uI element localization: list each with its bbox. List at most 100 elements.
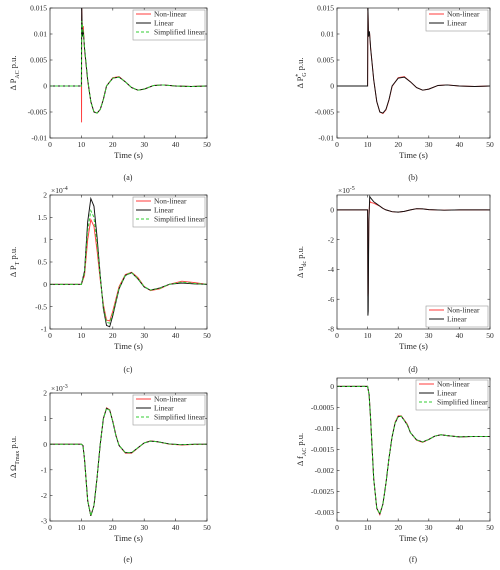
legend-entry-linear: Linear (447, 19, 467, 28)
x-tick-label: 30 (140, 140, 148, 149)
series-line-simplified (50, 208, 207, 324)
x-tick-label: 40 (456, 331, 464, 340)
x-tick-label: 30 (425, 140, 433, 149)
y-tick-label: -2 (41, 491, 47, 500)
chart-panel-e: 0 10 20 30 40 50 -3 -2 -1 0 1 2 ×10-3 Time (s) Δ ΩTmax… (8, 384, 211, 564)
y-tick-label: -0.005 (315, 108, 335, 117)
x-tick-label: 30 (140, 331, 148, 340)
x-tick-label: 10 (78, 140, 86, 149)
legend-entry-nonlinear: Non-linear (447, 10, 480, 19)
x-axis-label: Time (s) (114, 533, 143, 543)
y-tick-label: 0 (330, 382, 334, 391)
x-tick-label: 20 (109, 523, 117, 532)
x-tick-label: 20 (109, 140, 117, 149)
series-line-linear (50, 196, 207, 328)
x-axis-label: Time (s) (399, 150, 428, 160)
panel-label: (a) (124, 173, 133, 182)
y-tick-label: 0.015 (30, 4, 47, 13)
series-line-nonlinear (337, 199, 490, 297)
x-tick-label: 20 (109, 331, 117, 340)
x-axis-label: Time (s) (114, 341, 143, 351)
x-tick-label: 0 (335, 140, 339, 149)
y-tick-label: 1.5 (38, 213, 48, 222)
y-tick-label: -0.5 (35, 302, 47, 311)
x-tick-label: 10 (364, 140, 372, 149)
y-tick-label: -0.0005 (311, 403, 334, 412)
y-axis-label: Δ PT p.u. (8, 247, 21, 277)
x-tick-label: 30 (140, 523, 148, 532)
x-tick-label: 0 (335, 331, 339, 340)
y-tick-label: 1 (43, 235, 47, 244)
axis-frame (49, 7, 208, 139)
y-tick-label: 0 (330, 82, 334, 91)
series-line-nonlinear (50, 217, 207, 322)
x-tick-label: 40 (456, 140, 464, 149)
panel-label: (c) (124, 365, 133, 374)
x-axis-label: Time (s) (114, 150, 143, 160)
x-tick-label: 30 (425, 331, 433, 340)
panel-label: (b) (408, 173, 418, 182)
y-tick-label: -0.0025 (311, 487, 334, 496)
legend-entry-simplified: Simplified linear (154, 28, 205, 37)
panel-label: (e) (124, 555, 133, 564)
y-tick-label: -0.002 (315, 466, 335, 475)
y-tick-label: 0.015 (317, 4, 334, 13)
y-axis-label: Δ udc p.u. (295, 246, 308, 278)
y-tick-label: 0 (43, 280, 47, 289)
series-line-simplified (50, 20, 207, 114)
axis-exponent-label: ×10-3 (51, 384, 68, 393)
x-tick-label: 50 (203, 331, 211, 340)
legend-entry-nonlinear: Non-linear (447, 306, 480, 315)
x-tick-label: 20 (394, 331, 402, 340)
x-tick-label: 0 (48, 523, 52, 532)
y-tick-label: -0.01 (31, 134, 47, 143)
legend-entry-nonlinear: Non-linear (154, 395, 187, 404)
series-line-simplified (337, 385, 490, 516)
y-axis-label: Δ ΩTmax p.u. (8, 436, 21, 478)
x-tick-label: 40 (172, 331, 180, 340)
y-tick-label: 0.01 (321, 30, 334, 39)
x-tick-label: 50 (486, 140, 494, 149)
legend-entry-simplified: Simplified linear (154, 413, 205, 422)
x-tick-label: 10 (364, 523, 372, 532)
axis-frame (336, 7, 491, 139)
chart-panel-f: 0 10 20 30 40 50 -0.003 -0.0025 -0.002 -0.0015 -0.… (295, 377, 494, 564)
legend-entry-linear: Linear (154, 206, 174, 215)
y-tick-label: 0.01 (34, 30, 47, 39)
y-tick-label: -0.001 (315, 424, 335, 433)
legend-box (132, 196, 206, 228)
x-tick-label: 20 (394, 523, 402, 532)
y-tick-label: -0.0015 (311, 445, 334, 454)
chart-panel-a: 0 10 20 30 40 50 -0.01 -0.005 0 0.005 0.01 0.015 Tim… (8, 4, 211, 182)
y-tick-label: -8 (328, 325, 334, 334)
legend-entry-linear: Linear (154, 19, 174, 28)
x-tick-label: 10 (78, 523, 86, 532)
x-tick-label: 40 (172, 523, 180, 532)
y-tick-label: 0.005 (30, 56, 47, 65)
axis-exponent-label: ×10-5 (338, 186, 355, 195)
axis-exponent-label: ×10-4 (51, 186, 68, 195)
x-tick-label: 50 (486, 523, 494, 532)
legend-entry-linear: Linear (447, 315, 467, 324)
y-axis-label: Δ PAC p.u. (8, 55, 21, 90)
y-tick-label: -6 (328, 295, 334, 304)
y-tick-label: 1 (43, 414, 47, 423)
y-tick-label: 2 (43, 389, 47, 398)
x-tick-label: 20 (394, 140, 402, 149)
panel-label: (d) (408, 365, 418, 374)
chart-panel-b: 0 10 20 30 40 50 -0.01 -0.005 0 0.005 0.01 0.015 Tim… (295, 4, 494, 182)
chart-panel-c: 0 10 20 30 40 50 -1 -0.5 0 0.5 1 1.5 2 ×10-4 Time (s) Δ… (8, 186, 211, 374)
y-tick-label: -0.01 (318, 134, 334, 143)
x-tick-label: 10 (78, 331, 86, 340)
x-tick-label: 50 (203, 140, 211, 149)
legend-box (132, 394, 206, 426)
y-tick-label: -1 (41, 465, 47, 474)
legend-box (425, 305, 489, 328)
